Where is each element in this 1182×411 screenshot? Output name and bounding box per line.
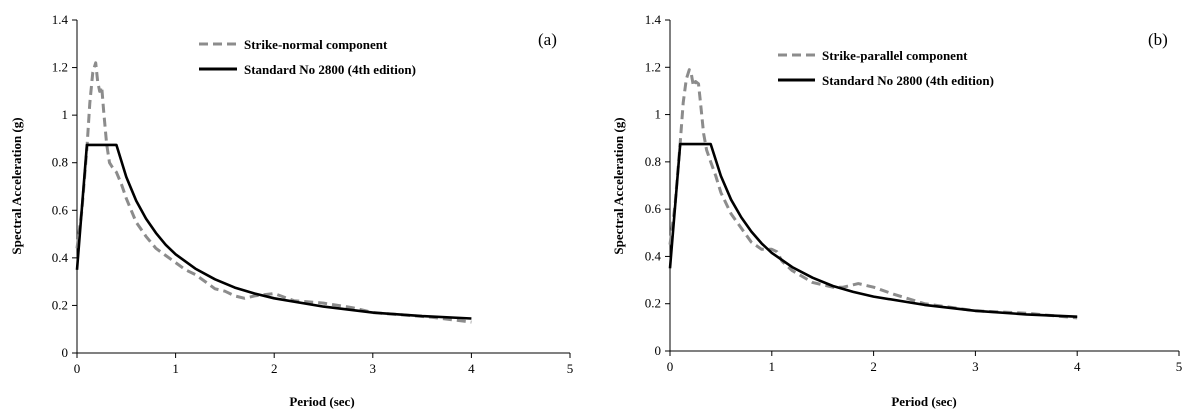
x-tick-label: 3 bbox=[972, 359, 979, 374]
y-tick-label: 1 bbox=[655, 107, 662, 122]
y-tick-label: 1.4 bbox=[52, 12, 69, 27]
y-tick-label: 1.2 bbox=[52, 60, 68, 75]
x-axis-title: Period (sec) bbox=[891, 394, 956, 409]
x-tick-label: 2 bbox=[271, 361, 278, 376]
x-tick-label: 4 bbox=[1074, 359, 1081, 374]
x-axis-title: Period (sec) bbox=[289, 394, 354, 409]
y-tick-label: 0 bbox=[655, 343, 662, 358]
y-tick-label: 0.4 bbox=[645, 248, 662, 263]
panel-label: (a) bbox=[538, 30, 557, 49]
legend-label-series-2: Standard No 2800 (4th edition) bbox=[822, 73, 994, 88]
series-line-component bbox=[75, 61, 472, 324]
chart-panel-b: Spectral Acceleration (g) Period (sec) (… bbox=[611, 12, 1182, 409]
series-line-standard bbox=[668, 142, 1078, 318]
series-line-component bbox=[668, 68, 1078, 320]
legend-label-series-1: Strike-parallel component bbox=[822, 48, 968, 63]
x-tick-label: 3 bbox=[370, 361, 377, 376]
x-tick-label: 4 bbox=[468, 361, 475, 376]
x-tick-label: 5 bbox=[567, 361, 574, 376]
x-tick-label: 2 bbox=[870, 359, 877, 374]
legend: Strike-normal component Standard No 2800… bbox=[199, 37, 416, 77]
x-tick-label: 1 bbox=[769, 359, 776, 374]
y-tick-label: 0.4 bbox=[52, 250, 69, 265]
y-tick-label: 1.4 bbox=[645, 12, 662, 27]
panel-label: (b) bbox=[1148, 30, 1168, 49]
y-tick-label: 0.2 bbox=[52, 297, 68, 312]
y-tick-label: 1 bbox=[62, 107, 69, 122]
y-axis-title: Spectral Acceleration (g) bbox=[9, 117, 24, 254]
chart-panel-a: Spectral Acceleration (g) Period (sec) (… bbox=[9, 12, 573, 409]
y-tick-label: 0.8 bbox=[52, 155, 68, 170]
x-tick-label: 0 bbox=[74, 361, 81, 376]
legend-label-series-1: Strike-normal component bbox=[244, 37, 388, 52]
legend: Strike-parallel component Standard No 28… bbox=[778, 48, 994, 88]
y-tick-label: 0.6 bbox=[645, 201, 662, 216]
x-tick-label: 0 bbox=[667, 359, 674, 374]
legend-label-series-2: Standard No 2800 (4th edition) bbox=[244, 62, 416, 77]
y-tick-label: 0.6 bbox=[52, 202, 69, 217]
y-tick-label: 0.8 bbox=[645, 154, 661, 169]
y-tick-label: 1.2 bbox=[645, 59, 661, 74]
series-line-standard bbox=[75, 143, 472, 320]
y-tick-label: 0 bbox=[62, 345, 69, 360]
x-tick-label: 5 bbox=[1176, 359, 1182, 374]
y-axis-title: Spectral Acceleration (g) bbox=[611, 117, 626, 254]
y-tick-label: 0.2 bbox=[645, 296, 661, 311]
x-tick-label: 1 bbox=[172, 361, 179, 376]
